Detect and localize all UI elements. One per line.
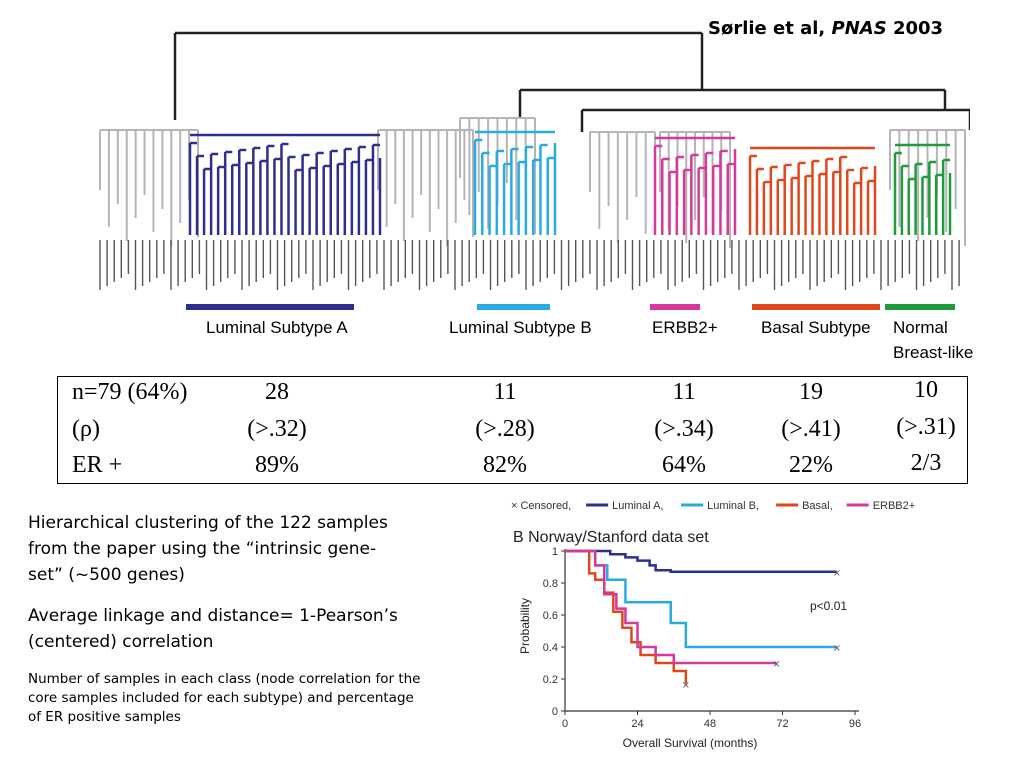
chart-series: × × × ×	[565, 549, 841, 691]
cell-luminal-b-n: 11	[493, 379, 517, 405]
p-value-annotation: p<0.01	[810, 599, 847, 613]
x-tick-label: 72	[776, 718, 788, 730]
series-line-luminal-a	[565, 549, 837, 574]
y-axis-label: Probability	[518, 598, 532, 654]
x-axis-label: Overall Survival (months)	[623, 736, 758, 750]
cell-normal-rho: (>.31)	[896, 414, 956, 440]
y-tick-label: 1	[552, 546, 558, 558]
cell-luminal-b-er: 82%	[483, 452, 527, 478]
cell-erbb2-n: 11	[672, 379, 696, 405]
description-samples: Number of samples in each class (node co…	[28, 671, 421, 725]
group-label-normal-line2: Breast-like	[893, 343, 974, 362]
legend-entry: ERBB2+	[873, 500, 916, 512]
y-tick-label: 0.6	[543, 610, 558, 622]
series-line-erbb2-	[565, 549, 777, 665]
chart-legend: × Censored, Luminal A, Luminal B, Basal, ERB…	[511, 500, 915, 512]
legend-entry: × Censored,	[511, 500, 571, 512]
x-tick-label: 96	[849, 718, 861, 730]
description-linkage: Average linkage and distance= 1-Pearson’…	[28, 606, 398, 652]
cell-basal-er: 22%	[789, 452, 833, 478]
group-label-normal: Normal	[893, 318, 948, 337]
x-tick-label: 48	[704, 718, 716, 730]
legend-entry: Luminal B,	[707, 500, 759, 512]
citation-journal: PNAS	[831, 18, 887, 39]
cell-luminal-a-er: 89%	[255, 452, 299, 478]
citation-year: 2003	[892, 18, 944, 39]
censor-mark: ×	[682, 680, 690, 691]
subtype-bar	[477, 304, 550, 310]
row-label-er: ER +	[72, 452, 123, 478]
subtype-bar	[885, 304, 955, 310]
dendrogram	[99, 31, 970, 310]
subtype-bar	[650, 304, 700, 310]
cell-erbb2-rho: (>.34)	[654, 416, 714, 442]
x-tick-label: 0	[562, 718, 568, 730]
legend-entry: Luminal A,	[612, 500, 663, 512]
censor-mark: ×	[772, 659, 780, 670]
subtype-bars	[186, 304, 955, 310]
y-tick-label: 0.4	[543, 642, 558, 654]
group-label-basal: Basal Subtype	[761, 318, 871, 337]
stats-table: n=79 (64%) (ρ) ER + 28 (>.32) 89% 11 (>.…	[57, 376, 968, 484]
cell-normal-er: 2/3	[910, 450, 942, 476]
cell-basal-n: 19	[799, 379, 823, 405]
chart-axes: 0 0.2 0.4 0.6 0.8 1 0 24 48 72 96	[543, 546, 861, 730]
censor-mark: ×	[833, 643, 841, 654]
y-tick-label: 0	[552, 706, 558, 718]
chart-title: B Norway/Stanford data set	[513, 529, 709, 546]
row-label-rho: (ρ)	[72, 416, 100, 442]
dendrogram-tree	[99, 31, 970, 248]
cell-luminal-a-n: 28	[265, 379, 289, 405]
y-tick-label: 0.2	[543, 674, 558, 686]
description-clustering: Hierarchical clustering of the 122 sampl…	[28, 513, 388, 585]
citation-authors: Sørlie et al,	[708, 18, 826, 39]
cell-luminal-a-rho: (>.32)	[247, 416, 307, 442]
group-label-luminal-b: Luminal Subtype B	[449, 318, 592, 337]
legend-entry: Basal,	[802, 500, 833, 512]
y-tick-label: 0.8	[543, 578, 558, 590]
citation: Sørlie et al, PNAS 2003	[708, 18, 943, 39]
series-line-basal	[565, 549, 688, 684]
cell-normal-n: 10	[914, 377, 938, 403]
group-label-erbb2: ERBB2+	[652, 318, 718, 337]
sample-labels	[99, 240, 960, 290]
cell-luminal-b-rho: (>.28)	[475, 416, 535, 442]
series-line-luminal-b	[565, 549, 837, 649]
cell-basal-rho: (>.41)	[781, 416, 841, 442]
survival-chart: × Censored, Luminal A, Luminal B, Basal, ERB…	[511, 500, 915, 750]
group-label-luminal-a: Luminal Subtype A	[206, 318, 348, 337]
subtype-bar	[186, 304, 354, 310]
subtype-bar	[752, 304, 880, 310]
censor-mark: ×	[833, 568, 841, 579]
x-tick-label: 24	[631, 718, 643, 730]
cell-erbb2-er: 64%	[662, 452, 706, 478]
row-label-n: n=79 (64%)	[72, 379, 188, 405]
